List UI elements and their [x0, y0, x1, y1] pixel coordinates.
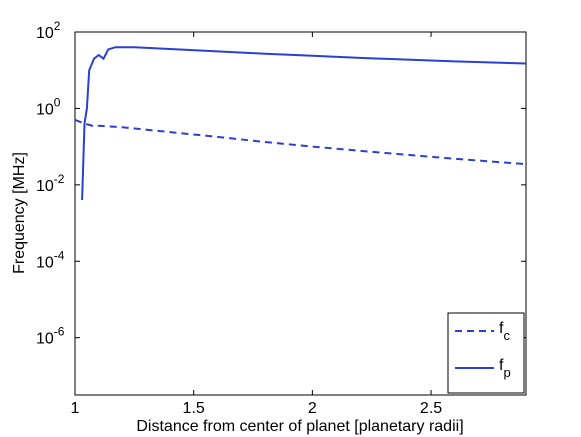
legend: fc fp: [447, 312, 525, 394]
y-tick-label: 10-6: [36, 325, 65, 348]
x-axis-ticks: 1 1.5 2 2.5: [71, 32, 442, 417]
legend-label-c: fc: [499, 320, 510, 343]
x-tick-label: 2: [308, 400, 317, 417]
x-tick-label: 2.5: [420, 400, 442, 417]
y-tick-label: 102: [36, 19, 61, 42]
y-tick-label: 10-4: [36, 248, 65, 271]
y-tick-label: 10-2: [36, 172, 65, 195]
y-axis-label: Frequency [MHz]: [11, 152, 28, 274]
legend-box: [447, 312, 525, 394]
series-layer: [74, 46, 527, 201]
x-tick-label: 1: [71, 400, 80, 417]
y-tick-label: 100: [36, 95, 61, 118]
x-tick-label: 1.5: [183, 400, 205, 417]
y-axis-ticks: 102 100 10-2 10-4 10-6: [36, 19, 526, 348]
series-f-c-line: [74, 118, 527, 166]
series-f-p-line: [81, 46, 527, 201]
x-axis-label: Distance from center of planet [planetar…: [136, 418, 463, 435]
legend-label-p: fp: [499, 357, 511, 380]
